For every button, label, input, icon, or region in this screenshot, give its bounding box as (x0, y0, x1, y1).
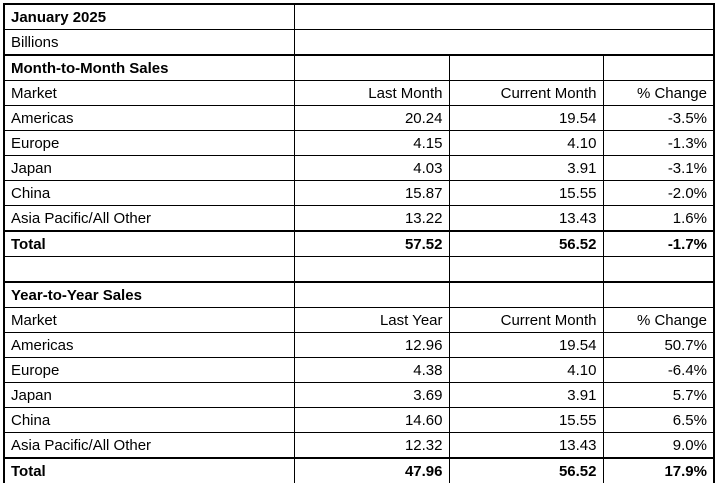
last-year-cell[interactable]: 4.38 (293, 357, 450, 383)
units-label-cell[interactable]: Billions (3, 29, 295, 56)
last-year-cell[interactable]: 14.60 (293, 407, 450, 433)
empty-cell[interactable] (448, 256, 604, 283)
table-row-yty-apac: Asia Pacific/All Other 12.32 13.43 9.0% (3, 432, 715, 459)
empty-cell[interactable] (448, 54, 604, 81)
total-current-month-cell[interactable]: 56.52 (448, 457, 604, 483)
pct-change-cell[interactable]: 1.6% (602, 205, 715, 232)
market-cell[interactable]: Japan (3, 382, 295, 408)
total-last-year-cell[interactable]: 47.96 (293, 457, 450, 483)
empty-cell[interactable] (448, 281, 604, 308)
current-month-cell[interactable]: 19.54 (448, 105, 604, 131)
empty-merged-cell[interactable] (293, 29, 715, 56)
last-month-cell[interactable]: 20.24 (293, 105, 450, 131)
empty-cell[interactable] (3, 256, 295, 283)
table-row-yty-china: China 14.60 15.55 6.5% (3, 407, 715, 433)
mtm-header-current-month[interactable]: Current Month (448, 80, 604, 106)
pct-change-cell[interactable]: -2.0% (602, 180, 715, 206)
current-month-cell[interactable]: 13.43 (448, 432, 604, 459)
pct-change-cell[interactable]: 9.0% (602, 432, 715, 459)
market-cell[interactable]: China (3, 407, 295, 433)
table-row-mtm-section: Month-to-Month Sales (3, 54, 715, 81)
empty-cell[interactable] (293, 54, 450, 81)
pct-change-cell[interactable]: -3.5% (602, 105, 715, 131)
table-row-yty-section: Year-to-Year Sales (3, 281, 715, 308)
table-row-yty-japan: Japan 3.69 3.91 5.7% (3, 382, 715, 408)
pct-change-cell[interactable]: -3.1% (602, 155, 715, 181)
table-row-mtm-total: Total 57.52 56.52 -1.7% (3, 230, 715, 257)
market-cell[interactable]: Asia Pacific/All Other (3, 205, 295, 232)
current-month-cell[interactable]: 4.10 (448, 130, 604, 156)
pct-change-cell[interactable]: -6.4% (602, 357, 715, 383)
table-row-yty-europe: Europe 4.38 4.10 -6.4% (3, 357, 715, 383)
last-month-cell[interactable]: 13.22 (293, 205, 450, 232)
yty-header-pct-change[interactable]: % Change (602, 307, 715, 333)
report-title-cell[interactable]: January 2025 (3, 3, 295, 30)
current-month-cell[interactable]: 3.91 (448, 382, 604, 408)
spreadsheet-area: January 2025 Billions Month-to-Month Sal… (3, 3, 715, 483)
table-row-mtm-americas: Americas 20.24 19.54 -3.5% (3, 105, 715, 131)
last-year-cell[interactable]: 12.32 (293, 432, 450, 459)
sales-table: January 2025 Billions Month-to-Month Sal… (3, 3, 715, 483)
empty-cell[interactable] (602, 256, 715, 283)
last-year-cell[interactable]: 3.69 (293, 382, 450, 408)
yty-header-last-year[interactable]: Last Year (293, 307, 450, 333)
table-row-yty-headers: Market Last Year Current Month % Change (3, 307, 715, 333)
last-year-cell[interactable]: 12.96 (293, 332, 450, 358)
yty-header-current-month[interactable]: Current Month (448, 307, 604, 333)
market-cell[interactable]: Japan (3, 155, 295, 181)
total-pct-change-cell[interactable]: -1.7% (602, 230, 715, 257)
last-month-cell[interactable]: 4.03 (293, 155, 450, 181)
table-row-yty-total: Total 47.96 56.52 17.9% (3, 457, 715, 483)
market-cell[interactable]: Americas (3, 105, 295, 131)
current-month-cell[interactable]: 3.91 (448, 155, 604, 181)
pct-change-cell[interactable]: 5.7% (602, 382, 715, 408)
market-cell[interactable]: China (3, 180, 295, 206)
pct-change-cell[interactable]: 50.7% (602, 332, 715, 358)
mtm-header-last-month[interactable]: Last Month (293, 80, 450, 106)
mtm-header-pct-change[interactable]: % Change (602, 80, 715, 106)
table-row-spacer (3, 256, 715, 283)
current-month-cell[interactable]: 13.43 (448, 205, 604, 232)
yty-header-market[interactable]: Market (3, 307, 295, 333)
table-row-yty-americas: Americas 12.96 19.54 50.7% (3, 332, 715, 358)
mtm-header-market[interactable]: Market (3, 80, 295, 106)
table-row-mtm-china: China 15.87 15.55 -2.0% (3, 180, 715, 206)
empty-cell[interactable] (293, 256, 450, 283)
market-cell[interactable]: Europe (3, 130, 295, 156)
total-current-month-cell[interactable]: 56.52 (448, 230, 604, 257)
total-label-cell[interactable]: Total (3, 457, 295, 483)
table-row-mtm-headers: Market Last Month Current Month % Change (3, 80, 715, 106)
total-last-month-cell[interactable]: 57.52 (293, 230, 450, 257)
current-month-cell[interactable]: 19.54 (448, 332, 604, 358)
table-row-mtm-europe: Europe 4.15 4.10 -1.3% (3, 130, 715, 156)
table-row-mtm-apac: Asia Pacific/All Other 13.22 13.43 1.6% (3, 205, 715, 232)
current-month-cell[interactable]: 15.55 (448, 407, 604, 433)
last-month-cell[interactable]: 15.87 (293, 180, 450, 206)
mtm-section-title-cell[interactable]: Month-to-Month Sales (3, 54, 295, 81)
empty-cell[interactable] (602, 54, 715, 81)
current-month-cell[interactable]: 4.10 (448, 357, 604, 383)
market-cell[interactable]: Asia Pacific/All Other (3, 432, 295, 459)
pct-change-cell[interactable]: 6.5% (602, 407, 715, 433)
empty-merged-cell[interactable] (293, 3, 715, 30)
table-row-units: Billions (3, 29, 715, 56)
table-row-mtm-japan: Japan 4.03 3.91 -3.1% (3, 155, 715, 181)
total-pct-change-cell[interactable]: 17.9% (602, 457, 715, 483)
pct-change-cell[interactable]: -1.3% (602, 130, 715, 156)
empty-cell[interactable] (602, 281, 715, 308)
market-cell[interactable]: Americas (3, 332, 295, 358)
empty-cell[interactable] (293, 281, 450, 308)
table-row-title: January 2025 (3, 3, 715, 30)
yty-section-title-cell[interactable]: Year-to-Year Sales (3, 281, 295, 308)
total-label-cell[interactable]: Total (3, 230, 295, 257)
current-month-cell[interactable]: 15.55 (448, 180, 604, 206)
last-month-cell[interactable]: 4.15 (293, 130, 450, 156)
market-cell[interactable]: Europe (3, 357, 295, 383)
